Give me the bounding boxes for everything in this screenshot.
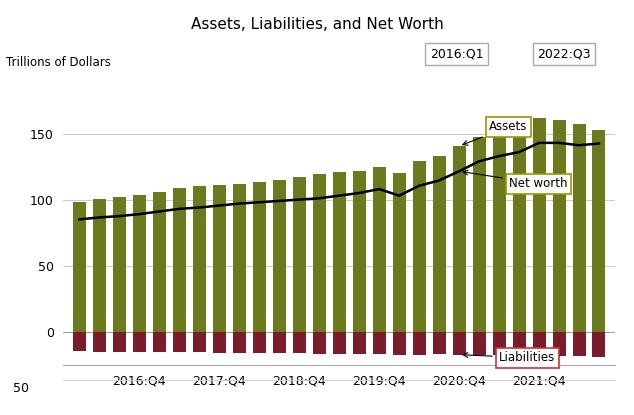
Bar [173,188,186,332]
Bar [392,173,406,332]
Bar [213,185,226,332]
Bar [353,332,366,354]
Bar [573,124,586,332]
Bar [293,177,306,332]
Text: Assets, Liabilities, and Net Worth: Assets, Liabilities, and Net Worth [191,17,443,32]
Bar [73,332,86,352]
Bar [533,118,545,332]
Bar [472,137,486,332]
Bar [293,332,306,353]
Bar [493,131,505,332]
Bar [493,332,505,355]
Bar [273,332,286,353]
Bar [73,202,86,332]
Bar [333,172,346,332]
Bar [392,332,406,355]
Text: Net worth: Net worth [463,170,567,190]
Bar [173,332,186,352]
Text: Assets: Assets [463,120,527,145]
Bar [233,184,246,332]
Bar [373,332,385,354]
Text: 2022:Q3: 2022:Q3 [538,47,591,61]
Bar [453,332,465,355]
Bar [512,127,526,332]
Bar [552,332,566,356]
Bar [253,332,266,353]
Bar [593,129,605,332]
Bar [113,197,126,332]
Bar [373,167,385,332]
Bar [133,332,146,352]
Bar [253,183,266,332]
Text: Trillions of Dollars: Trillions of Dollars [6,56,111,69]
Bar [353,171,366,332]
Text: 50: 50 [13,381,29,395]
Bar [93,199,106,332]
Text: Liabilities: Liabilities [463,351,555,364]
Bar [193,332,206,352]
Bar [512,332,526,355]
Bar [153,192,166,332]
Bar [313,332,326,354]
Bar [453,146,465,332]
Bar [552,120,566,332]
Bar [153,332,166,352]
Bar [113,332,126,352]
Bar [213,332,226,352]
Bar [472,332,486,355]
Bar [133,195,146,332]
Bar [533,332,545,356]
Bar [93,332,106,352]
Bar [593,332,605,356]
Bar [432,332,446,354]
Bar [573,332,586,356]
Bar [413,161,425,332]
Bar [193,186,206,332]
Bar [273,181,286,332]
Bar [333,332,346,354]
Bar [313,174,326,332]
Bar [233,332,246,353]
Bar [413,332,425,355]
Text: 2016:Q1: 2016:Q1 [430,47,483,61]
Bar [432,156,446,332]
